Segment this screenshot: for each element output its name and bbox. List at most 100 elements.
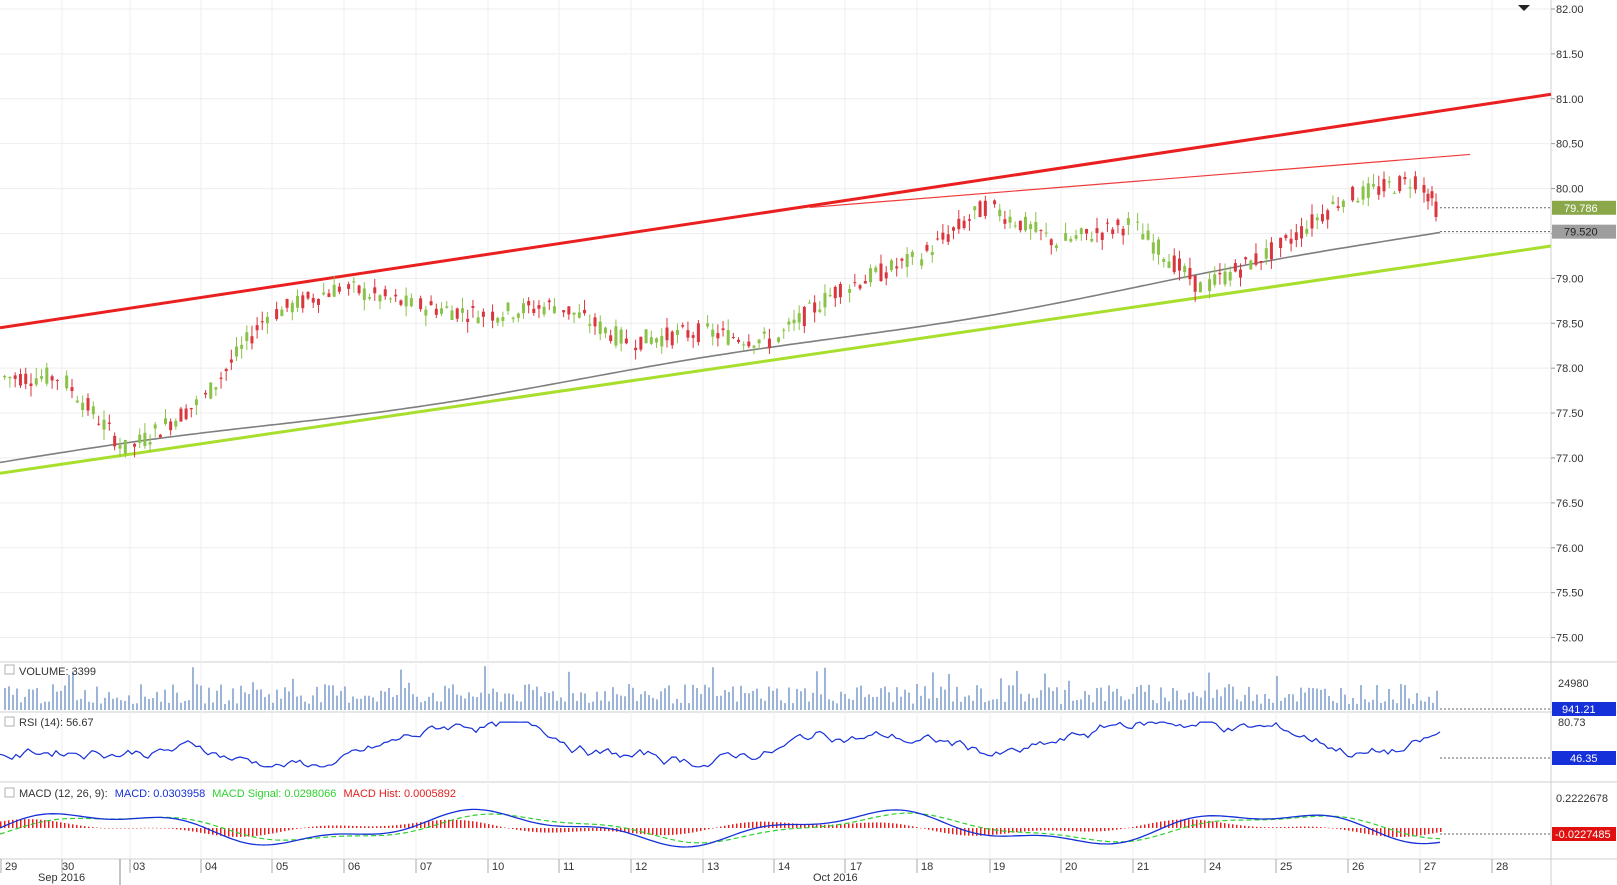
- volume-bar: [1144, 691, 1146, 710]
- volume-bar: [248, 694, 250, 710]
- volume-bar: [980, 688, 982, 710]
- candle-body: [102, 419, 106, 430]
- candle-body: [644, 329, 648, 344]
- volume-bar: [1004, 701, 1006, 710]
- volume-bar: [1428, 696, 1430, 710]
- volume-bar: [596, 691, 598, 710]
- macd-hist-bar: [768, 821, 770, 828]
- volume-bar: [456, 694, 458, 710]
- macd-hist-bar: [1368, 828, 1370, 835]
- volume-bar: [1064, 689, 1066, 710]
- volume-bar: [864, 697, 866, 710]
- macd-hist-bar: [208, 828, 210, 835]
- macd-hist-bar: [1028, 828, 1030, 832]
- macd-pane[interactable]: [0, 808, 1551, 848]
- macd-hist-bar: [1416, 828, 1418, 836]
- macd-hist-bar: [716, 827, 718, 828]
- candle-body: [311, 298, 315, 303]
- volume-bar: [260, 689, 262, 710]
- macd-hist-bar: [340, 825, 342, 828]
- volume-bar: [676, 698, 678, 710]
- macd-hist-bar: [1032, 828, 1034, 831]
- volume-bar: [340, 690, 342, 710]
- macd-hist-bar: [840, 824, 842, 828]
- candle-body: [491, 311, 495, 321]
- macd-hist-bar: [104, 828, 106, 829]
- volume-bar: [1000, 678, 1002, 710]
- candle-body: [884, 272, 888, 279]
- volume-bar: [440, 701, 442, 710]
- macd-hist-bar: [1268, 827, 1270, 828]
- macd-hist-bar: [600, 828, 602, 831]
- volume-bar: [892, 702, 894, 710]
- price-pane[interactable]: [0, 92, 1552, 475]
- macd-hist-bar: [524, 828, 526, 831]
- day-label: 07: [420, 861, 432, 873]
- macd-value-label: MACD: 0.0303958: [115, 788, 206, 800]
- candle-body: [455, 308, 459, 319]
- candle-body: [1408, 187, 1412, 189]
- volume-bar: [616, 694, 618, 710]
- volume-bar: [1192, 691, 1194, 710]
- macd-hist-bar: [1420, 828, 1422, 836]
- candle-body: [952, 227, 955, 231]
- volume-close-icon[interactable]: [4, 664, 15, 675]
- candle-body: [946, 234, 950, 242]
- volume-bar: [1400, 684, 1402, 710]
- volume-bar: [400, 669, 402, 710]
- candle-body: [562, 310, 566, 313]
- volume-bar: [1380, 702, 1382, 710]
- volume-bar: [988, 700, 990, 710]
- macd-hist-bar: [476, 821, 478, 828]
- volume-bar: [148, 699, 150, 710]
- volume-bar: [1088, 694, 1090, 710]
- candle-body: [3, 375, 7, 378]
- volume-bar: [392, 696, 394, 710]
- candle-body: [306, 291, 310, 299]
- volume-bar: [1348, 703, 1350, 710]
- candle-body: [532, 308, 536, 313]
- macd-hist-bar: [384, 825, 386, 828]
- candle-body: [838, 284, 842, 298]
- volume-bar: [896, 687, 898, 710]
- macd-close-icon[interactable]: [4, 787, 15, 798]
- macd-hist-bar: [1384, 828, 1386, 837]
- macd-hist-bar: [176, 828, 178, 830]
- candle-body: [158, 434, 162, 438]
- macd-hist-bar: [1052, 828, 1054, 831]
- day-label: 27: [1424, 861, 1436, 873]
- volume-bar: [848, 698, 850, 710]
- volume-pane[interactable]: [4, 666, 1551, 710]
- macd-hist-bar: [784, 822, 786, 828]
- candle-body: [614, 326, 618, 346]
- candle-body: [189, 407, 193, 410]
- macd-hist-bar: [496, 825, 498, 828]
- volume-bar: [484, 666, 486, 710]
- macd-hist-bar: [1364, 828, 1366, 834]
- volume-bar: [808, 701, 810, 710]
- candle-body: [194, 399, 198, 406]
- rsi-pane[interactable]: [0, 721, 1551, 768]
- candle-body: [164, 418, 167, 425]
- volume-bar: [92, 702, 94, 710]
- rsi-close-icon[interactable]: [4, 716, 15, 727]
- price-tick-label: 80.50: [1556, 139, 1584, 151]
- candle-body: [45, 367, 49, 384]
- volume-bar: [352, 696, 354, 710]
- candle-body: [1090, 238, 1094, 242]
- macd-hist-bar: [1120, 828, 1122, 830]
- triangle-down-icon[interactable]: [1518, 5, 1530, 11]
- macd-hist-bar: [1272, 827, 1274, 828]
- macd-hist-bar: [656, 828, 658, 836]
- volume-bar: [32, 689, 34, 710]
- macd-hist-bar: [576, 828, 578, 832]
- day-label: 26: [1352, 861, 1364, 873]
- candle-body: [1146, 230, 1150, 240]
- volume-bar: [488, 693, 490, 710]
- volume-bar: [212, 702, 214, 710]
- volume-bar: [120, 700, 122, 710]
- macd-hist-bar: [900, 824, 902, 828]
- macd-hist-bar: [368, 826, 370, 828]
- volume-bar: [708, 687, 710, 710]
- macd-hist-bar: [1280, 827, 1282, 828]
